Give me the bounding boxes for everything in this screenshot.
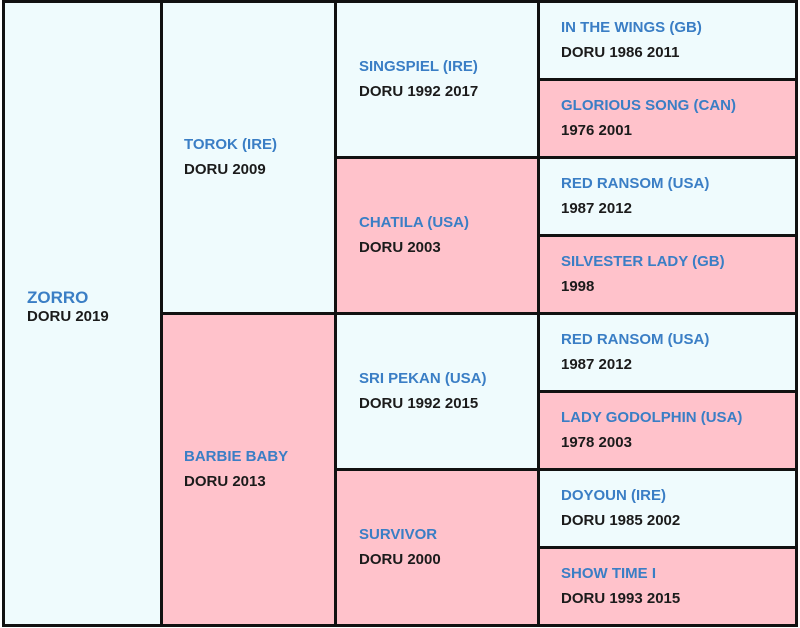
subject-horse-name[interactable]: ZORRO: [27, 288, 89, 307]
ggp-info: DORU 1993 2015: [561, 590, 681, 607]
ggp-cell: GLORIOUS SONG (CAN) 1976 2001: [537, 78, 798, 159]
ggp-info: 1978 2003: [561, 434, 632, 451]
ggp-cell: IN THE WINGS (GB) DORU 1986 2011: [537, 0, 798, 81]
sire-cell: TOROK (IRE) DORU 2009: [160, 0, 337, 315]
dam-sire-name[interactable]: SRI PEKAN (USA): [359, 370, 487, 387]
sire-dam-info: DORU 2003: [359, 239, 441, 256]
sire-dam-cell: CHATILA (USA) DORU 2003: [334, 156, 540, 315]
sire-name[interactable]: TOROK (IRE): [184, 136, 278, 153]
sire-info: DORU 2009: [184, 161, 266, 178]
ggp-info: DORU 1985 2002: [561, 512, 681, 529]
dam-dam-cell: SURVIVOR DORU 2000: [334, 468, 540, 627]
ggp-name[interactable]: DOYOUN (IRE): [561, 487, 666, 504]
dam-dam-info: DORU 2000: [359, 551, 441, 568]
sire-sire-info: DORU 1992 2017: [359, 83, 479, 100]
dam-sire-cell: SRI PEKAN (USA) DORU 1992 2015: [334, 312, 540, 471]
ggp-name[interactable]: GLORIOUS SONG (CAN): [561, 97, 736, 114]
ggp-name[interactable]: IN THE WINGS (GB): [561, 19, 702, 36]
dam-sire-info: DORU 1992 2015: [359, 395, 479, 412]
subject-horse-info: DORU 2019: [27, 308, 109, 325]
ggp-cell: RED RANSOM (USA) 1987 2012: [537, 156, 798, 237]
ggp-info: 1976 2001: [561, 122, 632, 139]
ggp-cell: DOYOUN (IRE) DORU 1985 2002: [537, 468, 798, 549]
subject-horse-cell: ZORRO DORU 2019: [2, 0, 163, 627]
ggp-cell: SILVESTER LADY (GB) 1998: [537, 234, 798, 315]
ggp-name[interactable]: LADY GODOLPHIN (USA): [561, 409, 743, 426]
dam-cell: BARBIE BABY DORU 2013: [160, 312, 337, 627]
sire-dam-name[interactable]: CHATILA (USA): [359, 214, 469, 231]
ggp-info: DORU 1986 2011: [561, 44, 680, 61]
ggp-cell: SHOW TIME I DORU 1993 2015: [537, 546, 798, 627]
ggp-info: 1987 2012: [561, 200, 632, 217]
dam-info: DORU 2013: [184, 473, 266, 490]
dam-name[interactable]: BARBIE BABY: [184, 448, 289, 465]
ggp-info: 1987 2012: [561, 356, 632, 373]
sire-sire-cell: SINGSPIEL (IRE) DORU 1992 2017: [334, 0, 540, 159]
ggp-cell: LADY GODOLPHIN (USA) 1978 2003: [537, 390, 798, 471]
ggp-name[interactable]: SILVESTER LADY (GB): [561, 253, 725, 270]
ggp-name[interactable]: SHOW TIME I: [561, 565, 656, 582]
dam-dam-name[interactable]: SURVIVOR: [359, 526, 438, 543]
sire-sire-name[interactable]: SINGSPIEL (IRE): [359, 58, 478, 75]
ggp-info: 1998: [561, 278, 595, 295]
ggp-cell: RED RANSOM (USA) 1987 2012: [537, 312, 798, 393]
ggp-name[interactable]: RED RANSOM (USA): [561, 331, 710, 348]
ggp-name[interactable]: RED RANSOM (USA): [561, 175, 710, 192]
